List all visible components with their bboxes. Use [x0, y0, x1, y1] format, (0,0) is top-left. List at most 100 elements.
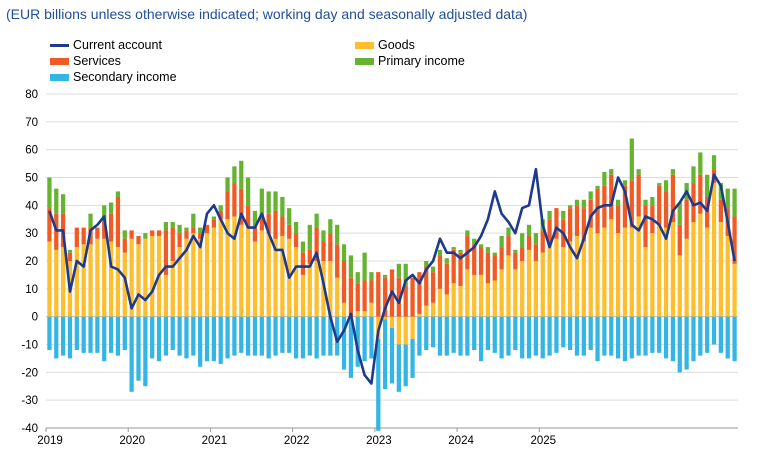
bar-secondary-income-67 [506, 316, 511, 356]
bar-services-71 [533, 244, 539, 261]
bar-primary-income-75 [561, 210, 566, 220]
bar-primary-income-2 [61, 194, 66, 214]
bar-services-21 [191, 227, 196, 234]
bar-services-70 [526, 235, 532, 250]
y-tick-label: -40 [21, 423, 38, 435]
bar-primary-income-67 [506, 227, 511, 236]
bar-services-77 [574, 205, 580, 236]
bar-secondary-income-57 [437, 316, 443, 356]
bar-goods-50 [389, 316, 395, 328]
bar-goods-41 [328, 261, 333, 317]
bar-goods-67 [506, 255, 511, 317]
bar-goods-28 [239, 224, 244, 317]
bar-primary-income-89 [657, 183, 662, 186]
bar-secondary-income-84 [622, 316, 628, 362]
bar-services-83 [615, 205, 621, 234]
bar-secondary-income-71 [533, 316, 539, 356]
bar-goods-83 [615, 233, 621, 317]
bar-goods-24 [211, 227, 216, 317]
bar-primary-income-79 [588, 191, 593, 200]
bar-services-54 [417, 272, 422, 314]
bar-goods-14 [143, 238, 148, 317]
bar-secondary-income-45 [355, 316, 360, 367]
bar-services-96 [705, 196, 710, 228]
bar-primary-income-77 [574, 199, 580, 206]
bar-primary-income-9 [108, 202, 114, 214]
legend-primary-income-label: Primary income [378, 54, 465, 68]
bar-secondary-income-88 [650, 316, 655, 353]
bar-primary-income-88 [650, 196, 655, 206]
bar-secondary-income-23 [204, 316, 210, 362]
bar-primary-income-44 [348, 255, 354, 278]
bar-primary-income-80 [595, 185, 600, 189]
bar-goods-69 [520, 261, 525, 317]
bar-secondary-income-63 [478, 316, 484, 362]
bar-secondary-income-94 [691, 316, 696, 362]
y-tick-label: -30 [21, 395, 38, 407]
bar-services-48 [376, 272, 381, 317]
bar-secondary-income-35 [287, 316, 292, 353]
bar-services-100 [732, 216, 737, 264]
bar-secondary-income-40 [321, 316, 326, 356]
bar-primary-income-28 [239, 160, 244, 189]
bar-goods-88 [650, 233, 655, 317]
bar-goods-23 [204, 233, 210, 317]
bar-primary-income-59 [451, 247, 456, 250]
bar-secondary-income-55 [424, 316, 429, 351]
bar-services-85 [629, 180, 634, 228]
bar-goods-34 [280, 235, 285, 317]
bar-primary-income-10 [115, 191, 121, 197]
bar-goods-33 [273, 238, 278, 317]
bar-primary-income-26 [225, 177, 230, 192]
bar-goods-19 [177, 247, 182, 317]
bar-services-34 [280, 216, 285, 236]
bar-secondary-income-96 [705, 316, 710, 353]
bar-primary-income-57 [437, 249, 443, 256]
bar-primary-income-49 [383, 274, 388, 278]
bar-services-22 [198, 233, 203, 239]
bar-secondary-income-46 [362, 316, 367, 362]
bar-services-33 [273, 210, 278, 239]
bar-goods-38 [307, 263, 312, 317]
bar-goods-80 [595, 233, 600, 317]
bar-services-38 [307, 249, 312, 264]
bar-goods-75 [561, 247, 566, 317]
bar-secondary-income-78 [581, 316, 586, 356]
bar-primary-income-43 [341, 244, 347, 261]
bar-secondary-income-83 [615, 316, 621, 359]
bar-goods-5 [81, 244, 86, 317]
bar-secondary-income-9 [108, 316, 114, 353]
bar-goods-53 [410, 316, 415, 339]
bar-primary-income-76 [568, 205, 573, 209]
bar-goods-66 [499, 269, 504, 317]
bar-secondary-income-64 [485, 316, 491, 351]
bar-services-86 [636, 174, 641, 217]
x-tick-label: 2025 [531, 435, 557, 447]
bar-services-73 [547, 219, 552, 245]
bar-primary-income-85 [629, 138, 634, 181]
bar-goods-85 [629, 227, 634, 317]
bar-primary-income-84 [622, 180, 628, 186]
bar-secondary-income-22 [198, 316, 203, 367]
bar-services-24 [211, 219, 216, 228]
bar-goods-49 [383, 316, 388, 320]
bar-secondary-income-73 [547, 316, 552, 356]
bar-secondary-income-42 [335, 316, 340, 356]
bar-secondary-income-82 [609, 316, 614, 356]
x-tick-label: 2024 [448, 435, 474, 447]
bar-secondary-income-65 [492, 316, 497, 353]
bar-services-3 [67, 252, 73, 261]
bar-services-84 [622, 185, 628, 228]
bar-services-80 [595, 188, 600, 234]
bar-goods-36 [293, 247, 299, 317]
bar-services-95 [698, 174, 703, 214]
bar-services-69 [520, 247, 525, 261]
bar-primary-income-42 [335, 224, 340, 245]
bar-series [47, 138, 737, 431]
bar-secondary-income-70 [526, 316, 532, 359]
x-tick-label: 2019 [37, 435, 63, 447]
bar-services-59 [451, 249, 456, 284]
bar-secondary-income-3 [67, 316, 73, 359]
bar-goods-62 [472, 274, 477, 317]
bar-goods-12 [129, 238, 134, 317]
